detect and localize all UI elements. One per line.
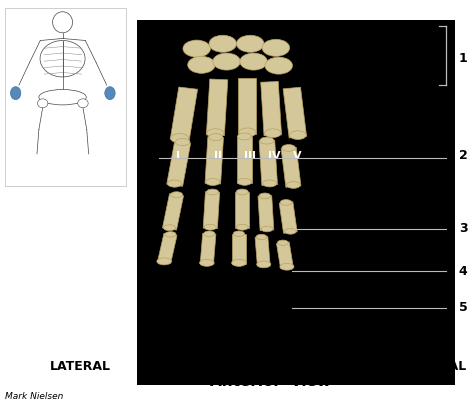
Text: Mark Nielsen: Mark Nielsen	[5, 392, 63, 401]
Text: IV: IV	[268, 151, 280, 161]
Polygon shape	[237, 136, 252, 183]
Polygon shape	[261, 81, 282, 136]
Polygon shape	[206, 79, 228, 136]
Ellipse shape	[78, 99, 88, 108]
Ellipse shape	[207, 129, 224, 138]
Ellipse shape	[209, 134, 223, 141]
Text: LATERAL: LATERAL	[50, 360, 111, 373]
Polygon shape	[259, 140, 277, 185]
Ellipse shape	[232, 259, 246, 266]
Ellipse shape	[236, 224, 248, 230]
Ellipse shape	[188, 56, 215, 73]
Bar	[137, 20, 455, 385]
Polygon shape	[281, 147, 301, 187]
Text: MEDIAL: MEDIAL	[414, 360, 467, 373]
Ellipse shape	[53, 12, 73, 33]
Polygon shape	[235, 192, 249, 228]
Text: V: V	[293, 151, 302, 161]
Ellipse shape	[165, 232, 176, 237]
Polygon shape	[258, 196, 274, 230]
Polygon shape	[279, 202, 297, 233]
Ellipse shape	[171, 134, 189, 143]
Ellipse shape	[200, 259, 214, 266]
Ellipse shape	[105, 87, 115, 100]
Ellipse shape	[39, 90, 86, 105]
Ellipse shape	[262, 39, 290, 56]
Ellipse shape	[239, 128, 256, 137]
Text: 4: 4	[459, 265, 467, 278]
Ellipse shape	[171, 192, 182, 198]
Ellipse shape	[175, 139, 190, 146]
Polygon shape	[200, 233, 216, 264]
Polygon shape	[238, 78, 256, 134]
Ellipse shape	[280, 263, 294, 270]
Ellipse shape	[157, 258, 172, 265]
Ellipse shape	[284, 228, 296, 234]
Text: II: II	[214, 151, 222, 161]
Ellipse shape	[240, 53, 267, 70]
Ellipse shape	[233, 231, 245, 237]
Text: 3: 3	[459, 222, 467, 235]
Text: 5: 5	[459, 301, 467, 314]
Ellipse shape	[237, 178, 252, 185]
Polygon shape	[170, 87, 198, 141]
Text: I: I	[176, 151, 180, 161]
Ellipse shape	[183, 40, 210, 57]
Ellipse shape	[40, 40, 85, 77]
Ellipse shape	[261, 226, 273, 232]
Ellipse shape	[257, 261, 271, 268]
Ellipse shape	[256, 234, 267, 240]
Polygon shape	[167, 141, 191, 186]
Ellipse shape	[207, 189, 219, 195]
Ellipse shape	[287, 181, 300, 188]
Ellipse shape	[37, 99, 48, 108]
Ellipse shape	[280, 200, 292, 205]
Ellipse shape	[264, 129, 281, 138]
Ellipse shape	[237, 35, 264, 52]
Polygon shape	[283, 87, 307, 138]
Polygon shape	[276, 242, 293, 269]
Ellipse shape	[213, 53, 240, 70]
Polygon shape	[205, 137, 223, 184]
Ellipse shape	[10, 87, 21, 100]
Ellipse shape	[236, 189, 248, 195]
Ellipse shape	[290, 131, 306, 139]
Ellipse shape	[260, 137, 274, 144]
Text: III: III	[244, 151, 256, 161]
Ellipse shape	[209, 35, 237, 52]
Ellipse shape	[265, 57, 292, 74]
Ellipse shape	[206, 179, 220, 185]
Ellipse shape	[237, 133, 252, 140]
Polygon shape	[232, 234, 246, 264]
Ellipse shape	[282, 145, 295, 151]
Ellipse shape	[167, 180, 182, 187]
Ellipse shape	[263, 180, 277, 187]
Polygon shape	[203, 192, 219, 229]
Ellipse shape	[259, 193, 271, 199]
Polygon shape	[158, 233, 177, 263]
Bar	[5, 8, 126, 186]
Polygon shape	[163, 194, 183, 230]
Ellipse shape	[204, 231, 215, 237]
Text: 1: 1	[459, 52, 467, 65]
Polygon shape	[255, 237, 270, 266]
Text: Anterior  view: Anterior view	[210, 374, 331, 389]
Ellipse shape	[277, 240, 288, 245]
Ellipse shape	[204, 224, 216, 230]
Ellipse shape	[164, 225, 175, 231]
Text: 2: 2	[459, 149, 467, 162]
